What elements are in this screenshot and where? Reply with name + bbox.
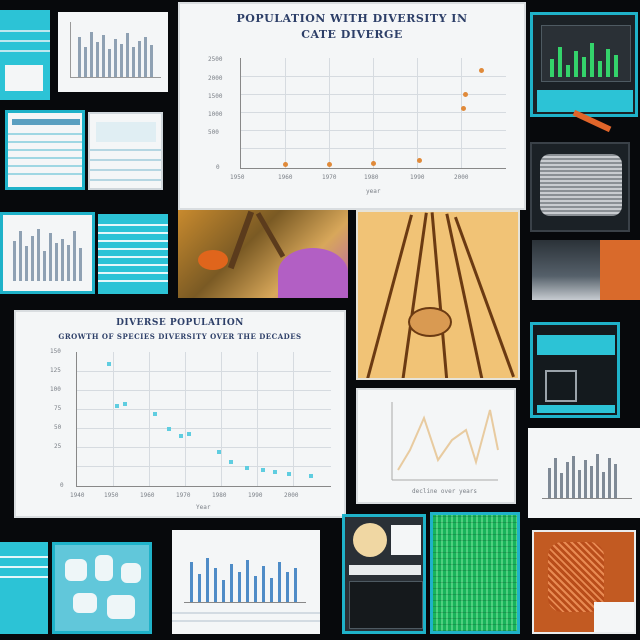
thumb-orange-texture (532, 530, 636, 634)
data-point (245, 466, 249, 470)
data-point (417, 158, 422, 163)
painting-neuron-sketch (356, 210, 520, 380)
data-point (115, 404, 119, 408)
top-y-tick: 0 (216, 164, 220, 171)
painting-tree-landscape (178, 210, 348, 298)
thumb-landscape-right (532, 240, 640, 300)
top-scatter-chart: POPULATION WITH DIVERSITY IN CATE DIVERG… (178, 2, 526, 210)
top-x-label: year (366, 188, 381, 195)
data-point (123, 402, 127, 406)
top-y-tick: 1500 (208, 93, 223, 100)
mid-x-tick: 2000 (284, 492, 299, 499)
mid-x-tick: 1950 (104, 492, 119, 499)
data-point (287, 472, 291, 476)
thumb-specimen-card (342, 514, 426, 634)
top-y-tick: 1000 (208, 111, 223, 118)
top-x-tick: 2000 (454, 174, 469, 181)
thumb-striped-panel-left (98, 214, 168, 294)
top-x-tick: 1980 (364, 174, 379, 181)
top-chart-plot-area (240, 58, 506, 169)
mid-x-tick: 1970 (176, 492, 191, 499)
mid-x-tick: 1980 (212, 492, 227, 499)
mid-x-tick: 1990 (248, 492, 263, 499)
data-point (309, 474, 313, 478)
top-chart-title-line2: CATE DIVERGE (301, 28, 403, 41)
mid-chart-title-line1: DIVERSE POPULATION (116, 318, 244, 328)
thumb-ice-crystals (52, 542, 152, 634)
mid-y-tick: 50 (54, 424, 62, 431)
data-point (479, 68, 484, 73)
line-chart-svg (391, 402, 499, 481)
thumb-document-left-1 (5, 110, 85, 190)
top-x-tick: 1950 (230, 174, 245, 181)
thumb-blue-bar-chart-bottom (172, 530, 320, 634)
thumb-tv-grid (530, 142, 630, 232)
series-line (397, 409, 499, 471)
data-point (229, 460, 233, 464)
thumb-green-bars-screen (530, 12, 638, 117)
data-point (153, 412, 157, 416)
top-chart-title-line1: POPULATION WITH DIVERSITY IN (236, 12, 468, 25)
thumb-cyan-strip-top-left (0, 10, 50, 100)
data-point (179, 434, 183, 438)
data-point (187, 432, 191, 436)
top-x-tick: 1970 (322, 174, 337, 181)
line-chart-caption: decline over years (412, 488, 478, 495)
line-chart-tile: decline over years (356, 388, 516, 504)
top-y-tick: 500 (208, 129, 219, 136)
thumb-bar-chart-right (528, 428, 640, 518)
thumb-document-left-2 (88, 112, 163, 190)
data-point (107, 362, 111, 366)
top-y-tick: 2000 (208, 75, 223, 82)
data-point (463, 92, 468, 97)
mid-scatter-chart: DIVERSE POPULATION GROWTH OF SPECIES DIV… (14, 310, 346, 518)
top-x-tick: 1990 (410, 174, 425, 181)
mid-x-tick: 1940 (70, 492, 85, 499)
top-y-tick: 2500 (208, 56, 223, 63)
mid-x-label: Year (196, 504, 211, 511)
mid-y-tick: 125 (50, 367, 61, 374)
data-point (371, 161, 376, 166)
mid-y-tick: 0 (60, 482, 64, 489)
mid-y-tick: 150 (50, 348, 61, 355)
data-point (327, 162, 332, 167)
data-point (461, 106, 466, 111)
thumb-bar-chart-left (0, 212, 95, 294)
mid-y-tick: 100 (50, 386, 61, 393)
data-point (283, 162, 288, 167)
top-x-tick: 1960 (278, 174, 293, 181)
thumb-bar-chart-top (58, 12, 168, 92)
mid-y-tick: 75 (54, 405, 62, 412)
data-point (167, 427, 171, 431)
mid-x-tick: 1960 (140, 492, 155, 499)
data-point (217, 450, 221, 454)
mid-y-tick: 25 (54, 443, 62, 450)
thumb-cyan-window-right (530, 322, 620, 418)
data-point (261, 468, 265, 472)
mid-chart-plot-area (76, 352, 331, 487)
thumb-cyan-doc-bottom-left (0, 542, 48, 634)
thumb-green-fern-grid (430, 512, 520, 634)
data-point (273, 470, 277, 474)
mid-chart-title-line2: GROWTH OF SPECIES DIVERSITY OVER THE DEC… (58, 332, 302, 341)
